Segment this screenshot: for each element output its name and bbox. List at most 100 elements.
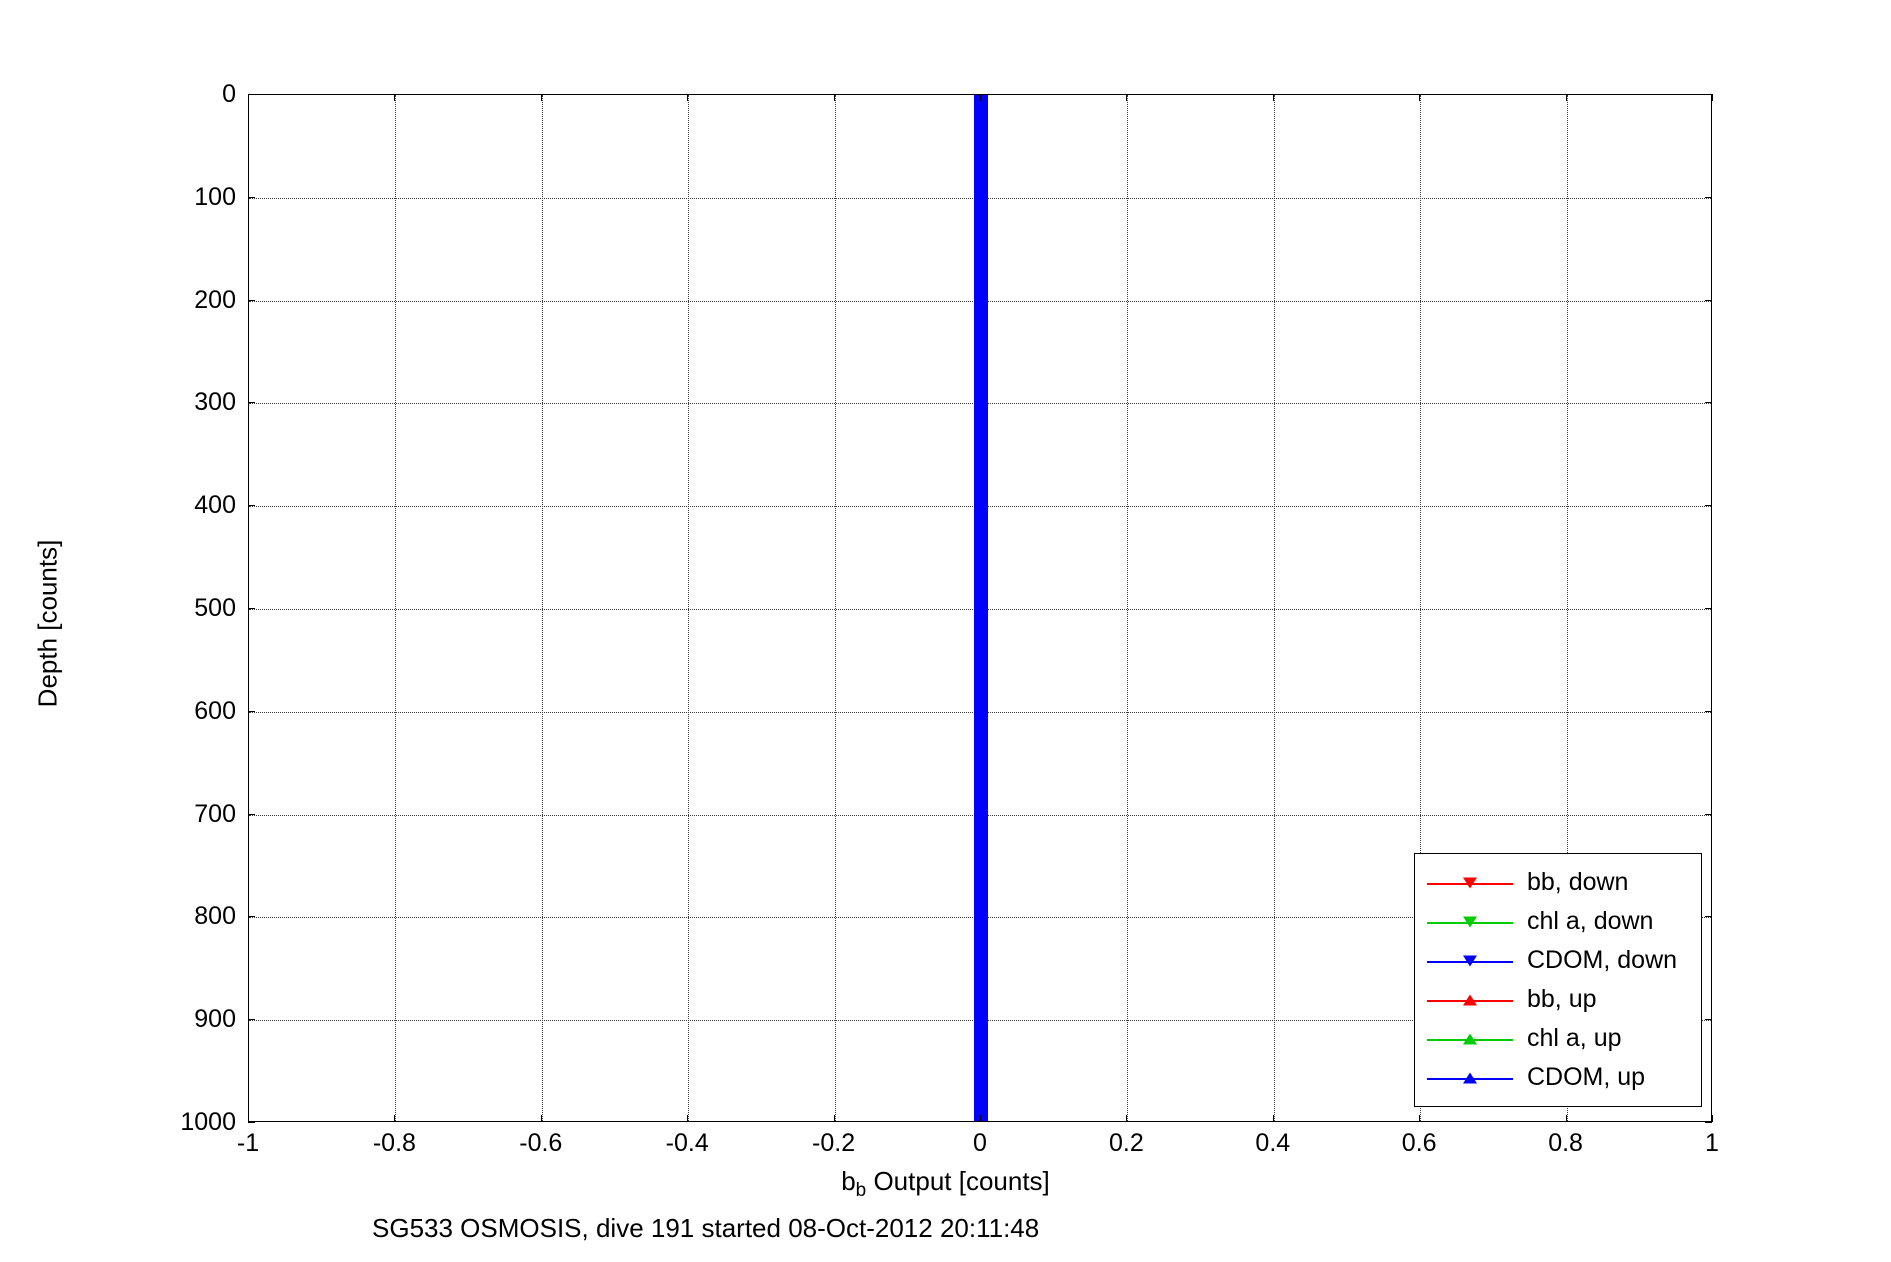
y-axis-tick	[248, 1122, 255, 1123]
y-tick-label: 400	[194, 491, 236, 520]
x-axis-label: bb Output [counts]	[0, 1166, 1891, 1202]
y-tick-label: 1000	[180, 1108, 236, 1136]
legend-marker-down-triangle-icon	[1463, 877, 1477, 888]
x-tick-label: 0	[973, 1129, 987, 1157]
y-axis-tick	[1705, 813, 1712, 815]
y-axis-tick	[1705, 505, 1712, 507]
y-axis-tick	[248, 299, 255, 301]
legend-label: bb, up	[1527, 985, 1597, 1013]
legend-marker-down-triangle-icon	[1463, 955, 1477, 966]
x-axis-tick	[540, 1115, 542, 1122]
y-axis-tick	[248, 608, 255, 609]
legend-label: chl a, up	[1527, 1024, 1622, 1052]
legend-entry[interactable]: CDOM, down	[1415, 941, 1701, 980]
y-axis-tick	[248, 505, 255, 507]
figure-caption: SG533 OSMOSIS, dive 191 started 08-Oct-2…	[372, 1213, 1040, 1243]
y-tick-label: 200	[194, 285, 236, 314]
x-tick-label: -1	[236, 1129, 260, 1157]
y-axis-tick	[248, 916, 255, 918]
gridline-vertical	[541, 95, 543, 1121]
x-tick-label: 0.4	[1255, 1129, 1291, 1157]
x-axis-label-rest: Output [counts]	[866, 1166, 1050, 1196]
y-axis-tick	[1705, 299, 1712, 301]
x-axis-tick	[1712, 94, 1713, 101]
data-series-cdom	[974, 95, 988, 1121]
x-axis-tick	[1712, 1115, 1713, 1122]
legend-entry[interactable]: chl a, up	[1415, 1019, 1701, 1058]
legend[interactable]: bb, down chl a, down CDOM, down bb, up chl a…	[1414, 853, 1702, 1107]
legend-entry[interactable]: bb, down	[1415, 863, 1701, 902]
y-tick-label: 700	[194, 799, 236, 828]
x-tick-label: 1	[1705, 1129, 1719, 1157]
y-axis-tick	[1705, 916, 1712, 918]
legend-label: CDOM, down	[1527, 946, 1678, 974]
x-tick-label: 0.6	[1401, 1129, 1437, 1157]
y-axis-tick	[1705, 402, 1712, 404]
x-axis-tick	[1565, 1115, 1567, 1122]
y-axis-tick	[248, 196, 255, 198]
y-tick-label: 600	[194, 696, 236, 725]
x-axis-tick	[1565, 94, 1567, 101]
x-axis-label-base: b	[841, 1166, 856, 1196]
y-tick-label: 0	[222, 80, 236, 108]
y-axis-label: Depth [counts]	[32, 539, 63, 708]
x-axis-tick	[1272, 1115, 1274, 1122]
x-axis-tick	[687, 1115, 689, 1122]
y-axis-tick	[1705, 94, 1712, 95]
x-tick-label: -0.8	[372, 1129, 416, 1157]
x-tick-label: 0.2	[1109, 1129, 1144, 1157]
x-axis-tick	[1126, 94, 1128, 101]
gridline-vertical	[834, 95, 836, 1121]
x-axis-tick	[980, 1115, 981, 1122]
x-axis-tick	[248, 94, 249, 101]
x-axis-tick	[540, 94, 542, 101]
legend-sample	[1427, 1019, 1513, 1058]
y-axis-tick	[248, 710, 255, 712]
y-axis-tick	[248, 402, 255, 404]
x-axis-tick	[687, 94, 689, 101]
x-axis-tick	[1126, 1115, 1128, 1122]
x-axis-tick	[1419, 1115, 1421, 1122]
legend-sample	[1427, 941, 1513, 980]
x-axis-tick	[833, 94, 835, 101]
x-axis-tick	[1419, 94, 1421, 101]
legend-entry[interactable]: CDOM, up	[1415, 1058, 1701, 1097]
legend-entry[interactable]: chl a, down	[1415, 902, 1701, 941]
gridline-vertical	[1273, 95, 1275, 1121]
x-axis-tick	[248, 1115, 249, 1122]
legend-label: chl a, down	[1527, 907, 1654, 935]
x-axis-tick	[394, 94, 396, 101]
legend-marker-up-triangle-icon	[1463, 1033, 1477, 1044]
y-tick-label: 300	[194, 388, 236, 417]
x-tick-label: -0.6	[519, 1129, 563, 1157]
gridline-vertical	[688, 95, 690, 1121]
legend-sample	[1427, 1058, 1513, 1097]
y-axis-tick	[1705, 710, 1712, 712]
x-tick-label: 0.8	[1548, 1129, 1583, 1157]
legend-sample	[1427, 863, 1513, 902]
x-axis-tick	[980, 94, 981, 101]
legend-marker-up-triangle-icon	[1463, 994, 1477, 1005]
gridline-vertical	[1127, 95, 1129, 1121]
y-axis-tick	[248, 813, 255, 815]
y-axis-tick	[1705, 1019, 1712, 1021]
y-tick-label: 500	[194, 594, 236, 622]
y-tick-label: 100	[194, 182, 236, 211]
y-axis-tick	[248, 1019, 255, 1021]
legend-marker-up-triangle-icon	[1463, 1072, 1477, 1083]
x-axis-tick	[394, 1115, 396, 1122]
gridline-vertical	[395, 95, 397, 1121]
legend-entry[interactable]: bb, up	[1415, 980, 1701, 1019]
y-axis-tick	[1705, 608, 1712, 609]
x-axis-label-subscript: b	[855, 1180, 867, 1202]
y-axis-tick	[1705, 196, 1712, 198]
x-tick-label: -0.4	[665, 1129, 709, 1157]
legend-label: bb, down	[1527, 868, 1629, 896]
x-axis-tick	[1272, 94, 1274, 101]
plot-area	[248, 94, 1712, 1122]
legend-marker-down-triangle-icon	[1463, 916, 1477, 927]
legend-sample	[1427, 902, 1513, 941]
x-axis-tick	[833, 1115, 835, 1122]
legend-label: CDOM, up	[1527, 1063, 1646, 1091]
